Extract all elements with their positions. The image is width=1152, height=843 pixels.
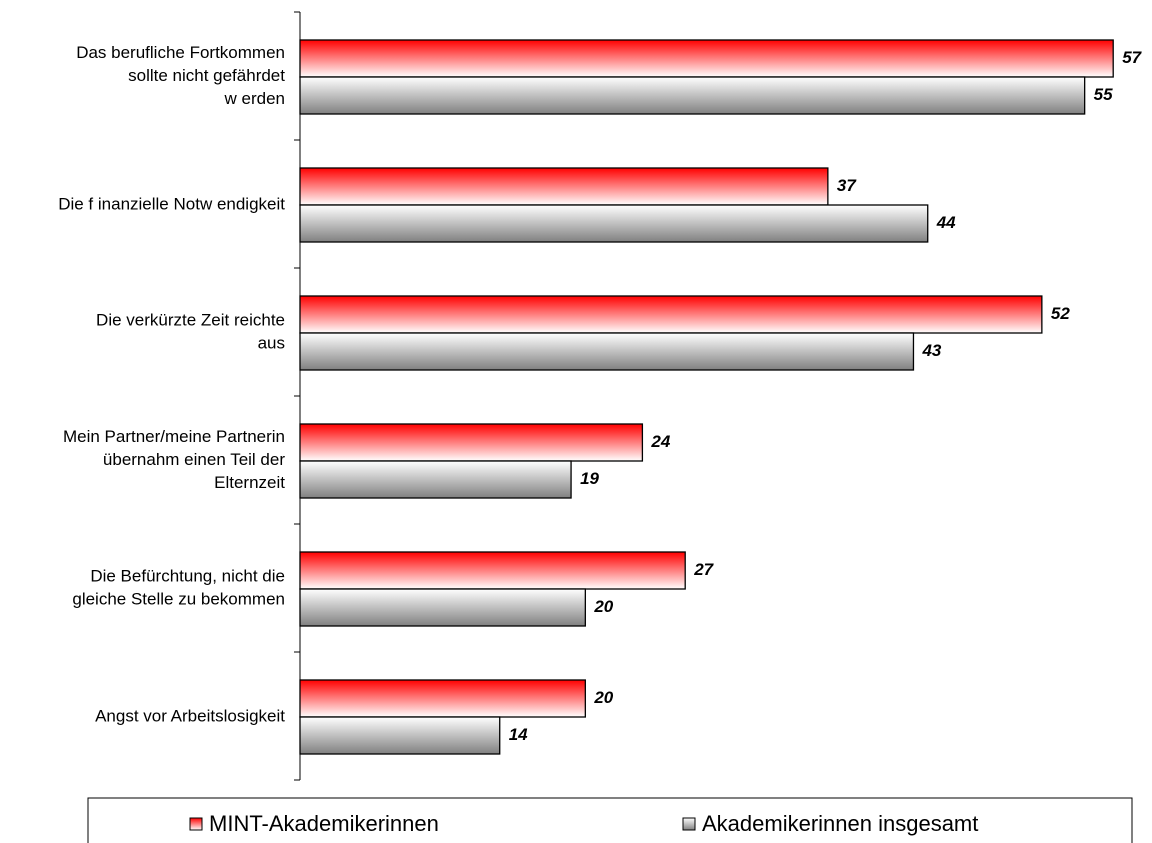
value-label: 20 <box>593 597 613 616</box>
bar <box>299 460 572 499</box>
category-label: Angst vor Arbeitslosigkeit <box>95 706 285 725</box>
legend-label: Akademikerinnen insgesamt <box>702 811 978 836</box>
category-label: Die Befürchtung, nicht die gleiche Stelle… <box>72 567 285 609</box>
bar <box>299 423 644 462</box>
category-label: Die f inanzielle Notw endigkeit <box>58 194 285 213</box>
bar <box>299 295 1043 334</box>
value-label: 24 <box>650 432 670 451</box>
value-label: 14 <box>509 725 528 744</box>
category-label: Das berufliche Fortkommen sollte nicht ge… <box>76 43 285 108</box>
bar <box>299 588 586 627</box>
bar <box>299 204 929 243</box>
category-label: Die verkürzte Zeit reichte aus <box>96 311 285 353</box>
value-label: 43 <box>921 341 941 360</box>
value-label: 20 <box>593 688 613 707</box>
value-label: 44 <box>936 213 956 232</box>
value-label: 37 <box>837 176 857 195</box>
value-label: 57 <box>1122 48 1142 67</box>
legend-label: MINT-Akademikerinnen <box>209 811 439 836</box>
bar <box>299 551 686 590</box>
bar <box>299 332 915 371</box>
category-label: Mein Partner/meine Partnerin übernahm ein… <box>63 427 285 492</box>
value-label: 19 <box>580 469 599 488</box>
bar <box>299 679 586 718</box>
value-label: 27 <box>693 560 714 579</box>
bar <box>299 716 501 755</box>
legend-marker <box>682 817 696 831</box>
bar <box>299 167 829 206</box>
legend-marker <box>189 817 203 831</box>
value-label: 52 <box>1051 304 1070 323</box>
bar <box>299 39 1114 78</box>
bar <box>299 76 1086 115</box>
value-label: 55 <box>1094 85 1113 104</box>
legend <box>87 797 1133 843</box>
